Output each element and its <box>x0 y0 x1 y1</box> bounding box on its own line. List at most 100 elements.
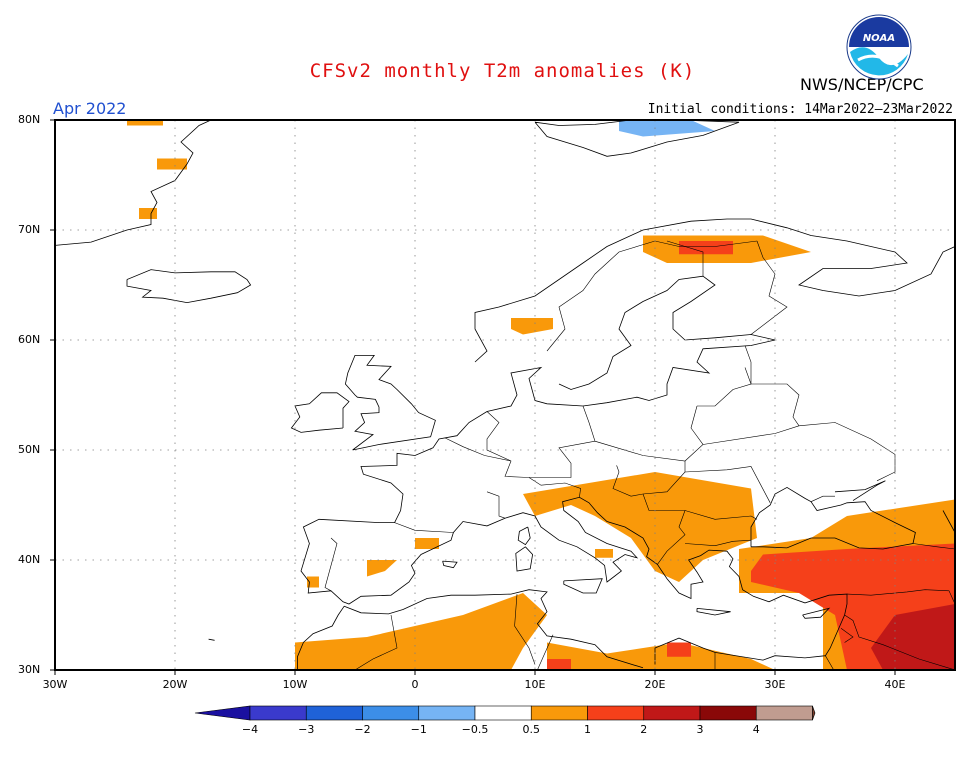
map-frame <box>54 119 956 671</box>
coastline-segment <box>515 546 534 572</box>
coastline-segment <box>802 607 831 619</box>
country-border <box>684 466 771 503</box>
country-border <box>324 537 338 592</box>
country-border <box>514 594 536 665</box>
coastline-segment <box>55 120 212 246</box>
coastlines <box>55 120 955 670</box>
lat-label: 70N <box>18 223 41 236</box>
anomaly-libya-warm2b <box>667 642 691 657</box>
lat-label: 50N <box>18 443 41 456</box>
map-title: CFSv2 monthly T2m anomalies (K) <box>309 60 696 82</box>
colorbar-label: −2 <box>354 723 371 736</box>
anomaly-layer <box>127 120 955 670</box>
colorbar-bin <box>643 705 701 721</box>
lon-label: 10E <box>524 678 546 691</box>
lon-label: 30W <box>42 678 68 691</box>
coastline-segment <box>563 578 603 594</box>
anomaly-sardinia <box>415 538 439 549</box>
lon-label: 10W <box>282 678 308 691</box>
coastline-segment <box>442 560 458 569</box>
anomaly-spain-east <box>367 560 397 577</box>
lon-label: 20E <box>644 678 666 691</box>
agency-label: NWS/NCEP/CPC <box>800 75 924 94</box>
coastline-segment <box>290 392 350 433</box>
country-border <box>750 240 788 335</box>
noaa-logo-icon: NOAA <box>846 14 912 80</box>
anomaly-mideast-warm3 <box>871 604 955 670</box>
country-border <box>354 614 398 670</box>
colorbar-label: 2 <box>640 723 648 736</box>
country-border <box>546 240 758 352</box>
anomaly-spain-sw <box>307 576 319 588</box>
anomaly-svalbard-north <box>127 120 163 126</box>
colorbar-bin <box>755 705 813 721</box>
country-border <box>744 345 752 384</box>
lon-label: 0 <box>411 678 419 691</box>
colorbar-label: 3 <box>696 723 704 736</box>
anomaly-balkans <box>523 472 757 582</box>
colorbar-label: −3 <box>298 723 315 736</box>
colorbar-bin <box>418 705 476 721</box>
colorbar-bin <box>699 705 757 721</box>
anomaly-italy-south <box>595 549 613 558</box>
anomaly-svalbard-south <box>139 208 157 219</box>
gridlines <box>55 120 955 670</box>
lon-label: 30E <box>764 678 786 691</box>
country-border <box>666 240 704 277</box>
country-border <box>684 510 758 520</box>
coastline-segment <box>344 354 436 451</box>
coastline-segment <box>126 269 252 304</box>
lat-label: 80N <box>18 113 41 126</box>
country-border <box>702 422 896 482</box>
coastline-segment <box>474 218 955 363</box>
colorbar-label: 0.5 <box>522 723 541 736</box>
country-border <box>612 461 686 497</box>
country-border <box>486 491 506 519</box>
coastline-segment <box>942 510 955 533</box>
country-border <box>394 522 454 533</box>
colorbar-max-arrow <box>812 705 816 721</box>
colorbar-label: −4 <box>241 723 259 736</box>
anomaly-svalbard <box>157 158 187 170</box>
country-border <box>684 539 752 547</box>
country-border <box>486 411 596 478</box>
lon-label: 20W <box>162 678 188 691</box>
country-border <box>582 405 704 462</box>
colorbar <box>194 705 816 721</box>
country-border <box>697 367 752 407</box>
coastline-segment <box>517 526 531 546</box>
coastline-segment <box>750 486 916 550</box>
logo-text: NOAA <box>863 33 895 44</box>
country-border <box>444 437 512 462</box>
country-border <box>528 477 581 498</box>
country-border <box>642 493 686 565</box>
coastline-segment <box>208 638 215 641</box>
coastline-segment <box>834 480 886 501</box>
forecast-month: Apr 2022 <box>53 99 127 118</box>
country-border <box>912 543 955 550</box>
anomaly-libya-egypt <box>547 642 775 670</box>
anomaly-franz-josef-cold <box>619 120 715 137</box>
country-border <box>840 627 854 643</box>
colorbar-label: 4 <box>752 723 760 736</box>
coastline-segment <box>696 608 731 616</box>
lat-label: 60N <box>18 333 41 346</box>
colorbar-bin <box>362 705 420 721</box>
colorbar-bin <box>530 705 588 721</box>
colorbar-label: −1 <box>410 723 427 736</box>
coastline-segment <box>534 120 740 157</box>
country-border <box>810 495 835 502</box>
anomaly-libya-warm2 <box>547 659 571 670</box>
lat-label: 40N <box>18 553 41 566</box>
initial-conditions: Initial conditions: 14Mar2022–23Mar2022 <box>647 102 953 117</box>
colorbar-bin <box>587 705 645 721</box>
lat-label: 30N <box>18 663 41 676</box>
country-border <box>537 634 554 670</box>
colorbar-bin <box>249 705 307 721</box>
coastline-segment <box>558 275 776 390</box>
country-border <box>846 589 955 605</box>
colorbar-label: 1 <box>584 723 591 736</box>
colorbar-bin <box>305 705 363 721</box>
colorbar-min-arrow <box>194 705 251 721</box>
